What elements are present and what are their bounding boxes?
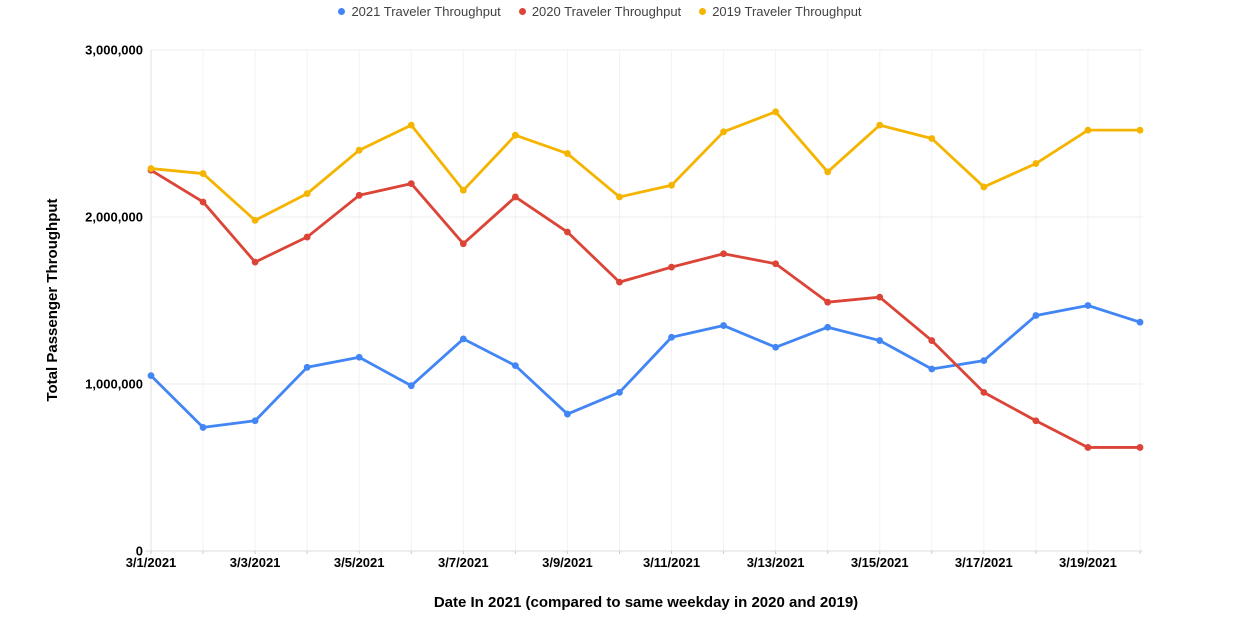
- y-tick-label: 0: [136, 544, 143, 559]
- data-point-2020: [251, 258, 259, 266]
- data-point-2021: [928, 365, 936, 373]
- data-point-2021: [772, 343, 780, 351]
- data-point-2021: [876, 337, 884, 344]
- data-point-2020: [1136, 444, 1144, 451]
- data-point-2021: [199, 424, 207, 431]
- x-tick-label: 3/7/2021: [438, 555, 489, 570]
- data-point-2019: [251, 216, 259, 224]
- x-tick-label: 3/5/2021: [334, 555, 385, 570]
- data-point-2019: [980, 183, 988, 191]
- data-point-2021: [459, 335, 467, 343]
- chart-legend: 2021 Traveler Throughput 2020 Traveler T…: [0, 4, 1200, 19]
- legend-dot-2019-icon: [699, 8, 707, 15]
- data-point-2021: [564, 410, 571, 418]
- x-axis-title: Date In 2021 (compared to same weekday i…: [434, 594, 858, 611]
- data-point-2021: [147, 372, 155, 380]
- x-tick-label: 3/9/2021: [542, 555, 593, 570]
- x-tick-label: 3/1/2021: [126, 555, 177, 570]
- series-line-2020: [149, 168, 1142, 449]
- data-point-2021: [407, 382, 415, 390]
- data-point-2019: [616, 193, 623, 201]
- x-tick-label: 3/19/2021: [1059, 555, 1117, 570]
- data-point-2021: [720, 322, 727, 329]
- legend-item-2021[interactable]: 2021 Traveler Throughput: [338, 4, 501, 19]
- data-point-2019: [511, 131, 519, 139]
- data-point-2020: [459, 240, 467, 248]
- data-point-2020: [407, 180, 415, 188]
- data-point-2019: [772, 108, 780, 116]
- y-tick-label: 2,000,000: [85, 210, 143, 225]
- data-point-2021: [251, 417, 259, 425]
- x-tick-label: 3/17/2021: [955, 555, 1013, 570]
- data-point-2021: [355, 353, 363, 361]
- y-tick-label: 1,000,000: [85, 377, 143, 392]
- data-point-2021: [1032, 312, 1040, 319]
- data-point-2019: [355, 146, 363, 154]
- data-point-2020: [668, 263, 675, 271]
- data-point-2019: [147, 165, 155, 172]
- data-point-2021: [668, 333, 675, 341]
- y-tick-label: 3,000,000: [85, 43, 143, 58]
- data-point-2020: [303, 233, 311, 241]
- data-point-2019: [1032, 160, 1040, 167]
- data-point-2020: [199, 198, 207, 206]
- x-tick-label: 3/11/2021: [643, 555, 700, 570]
- data-point-2019: [303, 190, 311, 198]
- data-point-2021: [980, 357, 988, 365]
- x-tick-label: 3/15/2021: [851, 555, 909, 570]
- legend-dot-2020-icon: [518, 8, 526, 15]
- legend-item-2020[interactable]: 2020 Traveler Throughput: [518, 4, 682, 19]
- data-point-2020: [564, 228, 571, 236]
- data-point-2019: [407, 121, 415, 129]
- data-point-2020: [511, 193, 519, 201]
- data-point-2021: [511, 362, 519, 370]
- data-point-2019: [824, 168, 832, 176]
- legend-label-2020: 2020 Traveler Throughput: [531, 4, 682, 19]
- data-point-2020: [772, 260, 780, 268]
- y-axis-title: Total Passenger Throughput: [44, 198, 61, 401]
- data-point-2019: [459, 186, 467, 194]
- data-point-2020: [928, 337, 936, 344]
- data-point-2020: [720, 250, 727, 258]
- data-point-2019: [199, 170, 207, 177]
- series-line-2019: [149, 110, 1142, 222]
- x-tick-label: 3/13/2021: [747, 555, 805, 570]
- legend-item-2019[interactable]: 2019 Traveler Throughput: [699, 4, 862, 19]
- data-point-2020: [1032, 417, 1040, 425]
- data-point-2019: [876, 121, 884, 129]
- data-point-2021: [303, 363, 311, 371]
- plot-area: 0 1,000,000 2,000,000 3,000,000 3/1/2021 3/3/…: [85, 43, 1144, 570]
- data-point-2020: [1084, 444, 1092, 451]
- series-line-2021: [149, 304, 1142, 429]
- data-point-2021: [616, 388, 623, 396]
- data-point-2020: [824, 298, 832, 306]
- data-point-2021: [824, 323, 832, 331]
- data-point-2019: [720, 128, 727, 136]
- data-point-2019: [1084, 126, 1092, 134]
- data-point-2021: [1136, 318, 1144, 326]
- data-point-2020: [616, 278, 623, 286]
- data-point-2019: [564, 150, 571, 157]
- data-point-2020: [355, 191, 363, 199]
- data-point-2020: [980, 388, 988, 396]
- data-point-2020: [876, 293, 884, 301]
- x-tick-label: 3/3/2021: [230, 555, 281, 570]
- legend-label-2019: 2019 Traveler Throughput: [712, 4, 862, 19]
- data-point-2019: [668, 181, 675, 189]
- data-point-2019: [928, 135, 936, 142]
- legend-dot-2021-icon: [338, 8, 346, 15]
- data-point-2019: [1136, 126, 1144, 134]
- data-point-2021: [1084, 302, 1092, 309]
- legend-label-2021: 2021 Traveler Throughput: [351, 4, 501, 19]
